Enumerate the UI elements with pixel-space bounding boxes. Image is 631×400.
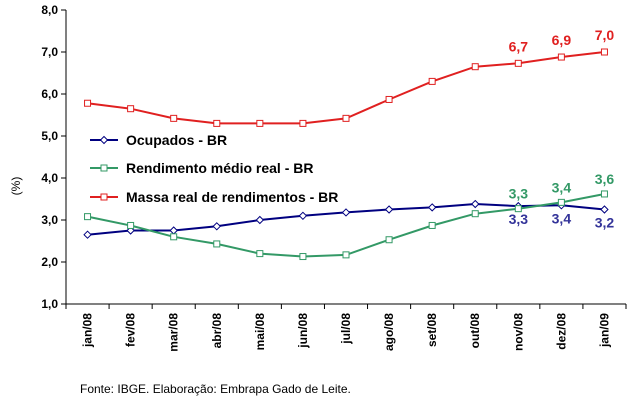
data-point bbox=[84, 99, 92, 107]
data-point bbox=[127, 105, 135, 113]
data-label: 3,6 bbox=[595, 171, 615, 187]
data-point bbox=[170, 114, 178, 122]
x-tick-label: out/08 bbox=[468, 313, 482, 349]
y-tick-label: 2,0 bbox=[41, 255, 58, 269]
data-label: 6,9 bbox=[552, 32, 572, 48]
source-note: Fonte: IBGE. Elaboração: Embrapa Gado de… bbox=[80, 382, 351, 396]
data-point bbox=[256, 250, 264, 258]
legend-label: Rendimento médio real - BR bbox=[126, 160, 313, 176]
data-point bbox=[471, 63, 479, 71]
y-tick-label: 5,0 bbox=[41, 129, 58, 143]
data-label: 6,7 bbox=[509, 38, 529, 54]
series-layer bbox=[83, 48, 609, 261]
series-3 bbox=[84, 48, 608, 127]
data-point bbox=[342, 114, 350, 122]
data-point bbox=[256, 119, 264, 127]
data-point bbox=[170, 233, 178, 241]
y-tick-label: 3,0 bbox=[41, 213, 58, 227]
x-tick-label: abr/08 bbox=[210, 313, 224, 349]
data-label: 3,4 bbox=[552, 179, 572, 195]
data-label: 3,3 bbox=[509, 186, 529, 202]
legend-entry: Massa real de rendimentos - BR bbox=[90, 189, 338, 205]
x-tick-label: mai/08 bbox=[253, 313, 267, 351]
data-point bbox=[341, 208, 351, 217]
y-tick-label: 1,0 bbox=[41, 297, 58, 311]
x-tick-label: ago/08 bbox=[382, 313, 396, 351]
legend-marker bbox=[99, 135, 109, 145]
x-tick-label: mar/08 bbox=[167, 313, 181, 352]
data-point bbox=[255, 215, 265, 225]
series-2 bbox=[84, 190, 608, 261]
data-point bbox=[83, 230, 92, 239]
data-point bbox=[84, 213, 92, 221]
legend: Ocupados - BR Rendimento médio real - BR M… bbox=[90, 132, 338, 205]
data-label: 3,4 bbox=[552, 210, 572, 226]
data-point bbox=[514, 59, 522, 67]
x-tick-label: set/08 bbox=[425, 313, 439, 347]
legend-entry: Rendimento médio real - BR bbox=[90, 160, 313, 176]
x-tick-label: jun/08 bbox=[296, 313, 310, 349]
data-point bbox=[471, 210, 479, 218]
data-point bbox=[600, 48, 608, 56]
data-point bbox=[169, 226, 178, 235]
data-point bbox=[427, 203, 437, 212]
data-point bbox=[299, 253, 307, 261]
x-axis: jan/08 fev/08 mar/08 abr/08 mai/08 jun/08 jul/… bbox=[65, 303, 627, 352]
data-point bbox=[298, 211, 308, 221]
data-point bbox=[342, 251, 350, 259]
legend-marker bbox=[100, 193, 108, 201]
legend-entry: Ocupados - BR bbox=[90, 132, 227, 148]
data-point bbox=[299, 119, 307, 127]
legend-label: Ocupados - BR bbox=[126, 132, 227, 148]
x-tick-label: jan/09 bbox=[597, 313, 611, 348]
data-point bbox=[428, 77, 436, 85]
data-point bbox=[384, 205, 394, 214]
data-point bbox=[127, 221, 135, 229]
x-tick-label: fev/08 bbox=[124, 313, 138, 347]
data-label: 3,3 bbox=[509, 211, 529, 227]
legend-label: Massa real de rendimentos - BR bbox=[126, 189, 338, 205]
data-point bbox=[471, 199, 480, 209]
data-point bbox=[557, 198, 565, 206]
data-point bbox=[212, 222, 221, 231]
data-point bbox=[385, 95, 393, 103]
x-tick-label: jul/08 bbox=[339, 313, 353, 345]
data-point bbox=[428, 221, 436, 229]
data-point bbox=[514, 205, 522, 213]
y-axis: 1,0 2,0 3,0 4,0 5,0 6,0 7,0 8,0 bbox=[41, 3, 67, 311]
data-labels: 3,3 3,4 3,2 3,3 3,4 3,6 6,7 6,9 7,0 bbox=[509, 27, 615, 231]
y-tick-label: 8,0 bbox=[41, 3, 58, 17]
data-point bbox=[213, 240, 221, 248]
series-line bbox=[87, 51, 605, 125]
legend-marker bbox=[100, 164, 108, 172]
data-point bbox=[557, 53, 565, 61]
x-tick-label: nov/08 bbox=[511, 313, 525, 351]
y-axis-label: (%) bbox=[9, 177, 23, 196]
x-tick-label: jan/08 bbox=[81, 313, 95, 348]
x-tick-label: dez/08 bbox=[554, 313, 568, 350]
y-tick-label: 6,0 bbox=[41, 87, 58, 101]
data-label: 3,2 bbox=[595, 215, 615, 231]
data-point bbox=[385, 236, 393, 244]
data-label: 7,0 bbox=[595, 27, 615, 43]
y-tick-label: 4,0 bbox=[41, 171, 58, 185]
y-tick-label: 7,0 bbox=[41, 45, 58, 59]
data-point bbox=[600, 205, 609, 214]
data-point bbox=[213, 119, 221, 127]
data-point bbox=[600, 190, 608, 198]
